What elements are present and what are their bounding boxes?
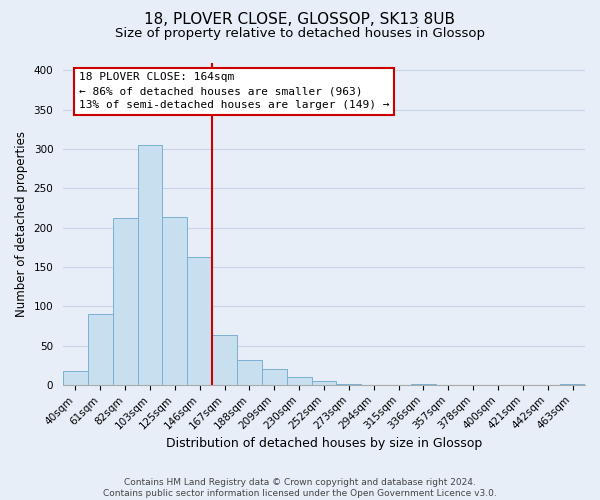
Text: 18 PLOVER CLOSE: 164sqm
← 86% of detached houses are smaller (963)
13% of semi-d: 18 PLOVER CLOSE: 164sqm ← 86% of detache…: [79, 72, 389, 110]
Bar: [163, 218, 187, 385]
Bar: [311, 381, 337, 385]
Bar: [287, 377, 311, 385]
Text: Contains HM Land Registry data © Crown copyright and database right 2024.
Contai: Contains HM Land Registry data © Crown c…: [103, 478, 497, 498]
Text: 18, PLOVER CLOSE, GLOSSOP, SK13 8UB: 18, PLOVER CLOSE, GLOSSOP, SK13 8UB: [145, 12, 455, 28]
Bar: [237, 360, 262, 385]
Bar: [560, 384, 585, 385]
Bar: [411, 384, 436, 385]
Bar: [212, 334, 237, 385]
Bar: [88, 314, 113, 385]
Bar: [337, 384, 361, 385]
X-axis label: Distribution of detached houses by size in Glossop: Distribution of detached houses by size …: [166, 437, 482, 450]
Bar: [187, 258, 212, 385]
Bar: [113, 218, 137, 385]
Y-axis label: Number of detached properties: Number of detached properties: [15, 130, 28, 316]
Bar: [63, 372, 88, 385]
Bar: [137, 145, 163, 385]
Text: Size of property relative to detached houses in Glossop: Size of property relative to detached ho…: [115, 28, 485, 40]
Bar: [262, 369, 287, 385]
